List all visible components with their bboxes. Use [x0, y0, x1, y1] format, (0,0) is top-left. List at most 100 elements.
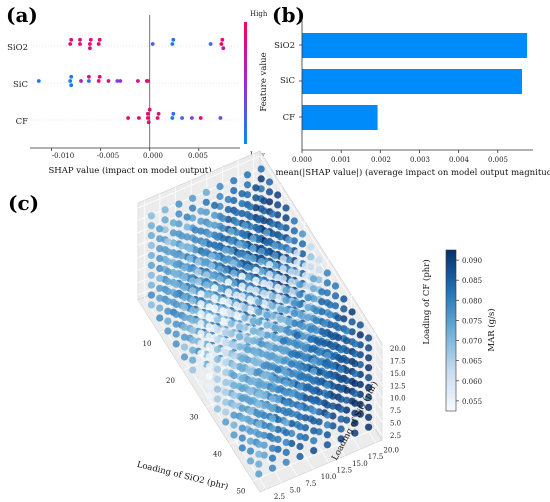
mar-point	[175, 200, 183, 208]
mar-point	[288, 410, 296, 418]
mar-point	[205, 303, 213, 311]
mar-point	[296, 300, 304, 309]
mar-point	[323, 411, 331, 419]
mar-point	[268, 312, 276, 320]
colorbar-title: Feature value	[259, 52, 269, 111]
mar-point	[285, 256, 293, 264]
mar-point	[266, 343, 274, 351]
mar-point	[260, 431, 268, 439]
category-label-cf: CF	[283, 113, 296, 123]
mar-point	[365, 364, 373, 372]
mar-point	[356, 380, 364, 389]
mar-point	[329, 333, 337, 341]
mar-point	[266, 363, 274, 371]
gridline	[143, 297, 267, 490]
mar-point	[222, 256, 230, 264]
mar-point	[285, 246, 293, 254]
mar-point	[323, 391, 331, 399]
mar-point	[274, 191, 282, 199]
mar-point	[288, 420, 296, 428]
colorbar-title: MAR (g/s)	[486, 308, 497, 351]
mar-point	[169, 229, 177, 237]
colorbar-tick-label: 0.090	[462, 257, 482, 265]
mar-point	[197, 339, 205, 347]
mar-point	[238, 394, 246, 402]
mar-point	[288, 429, 296, 438]
mar-point	[224, 215, 232, 223]
mar-point	[147, 291, 155, 299]
shap-point	[88, 37, 93, 42]
mar-point	[230, 177, 238, 185]
mar-point	[288, 439, 296, 448]
mar-point	[310, 357, 318, 365]
mar-point	[246, 305, 254, 313]
mar-point	[180, 343, 189, 351]
mar-point	[282, 409, 290, 417]
mar-point	[200, 239, 208, 247]
mar-point	[238, 292, 246, 300]
mar-point	[296, 413, 304, 421]
shap-point	[171, 37, 176, 42]
mar-point	[274, 445, 282, 453]
panel-label-a: (a)	[6, 3, 38, 27]
mar-point	[238, 282, 246, 290]
mar-point	[194, 278, 202, 286]
mar-point	[315, 398, 323, 406]
mar-point	[279, 255, 287, 263]
mar-point	[307, 335, 315, 343]
mar-point	[246, 368, 255, 376]
mar-point	[323, 401, 331, 409]
mar-point	[194, 258, 202, 266]
y-tick-label: 17.5	[368, 453, 384, 461]
mar-point	[255, 460, 263, 468]
mar-point	[296, 423, 304, 431]
mar-point	[326, 321, 334, 329]
mar-point	[293, 249, 301, 257]
mar-point	[211, 221, 219, 229]
gridline	[229, 391, 352, 445]
shap-point	[198, 116, 203, 120]
mar-point	[296, 363, 304, 371]
shap-point	[170, 42, 175, 46]
mar-point	[310, 417, 318, 425]
mar-point	[263, 311, 271, 319]
x-tick-label: 0.002	[371, 156, 391, 164]
mar-point	[216, 202, 224, 210]
mar-point	[285, 236, 293, 244]
mar-point	[255, 298, 263, 306]
mar-point	[288, 390, 296, 398]
mar-point	[265, 178, 274, 186]
mar-point	[246, 285, 254, 293]
mar-point	[233, 301, 241, 309]
mar-point	[213, 336, 222, 344]
mar-point	[197, 310, 205, 318]
mar-point	[288, 268, 296, 276]
mar-point	[189, 214, 197, 222]
mar-point	[343, 357, 351, 365]
colorbar-tick-label: 0.065	[462, 358, 482, 366]
mar-point	[244, 273, 252, 281]
mar-point	[189, 297, 197, 305]
mar-point	[205, 372, 213, 380]
mar-point	[337, 425, 345, 433]
mar-point	[202, 208, 210, 216]
mar-point	[282, 296, 290, 304]
mar-point	[260, 299, 268, 307]
mar-point	[172, 330, 180, 338]
mar-point	[337, 435, 345, 443]
mar-point	[233, 208, 241, 217]
mar-point	[329, 412, 337, 420]
mar-point	[268, 415, 277, 423]
mar-point	[180, 313, 189, 321]
mar-point	[211, 304, 219, 312]
shap-point	[171, 111, 176, 116]
mar-point	[337, 385, 345, 393]
colorbar-ticks: 0.090 0.085 0.080 0.075 0.070 0.065 0.060 0.055	[456, 257, 482, 406]
mar-point	[334, 324, 342, 332]
mar-point	[329, 362, 337, 370]
mar-point	[243, 171, 252, 179]
mar-point	[290, 237, 298, 245]
mar-point	[164, 297, 172, 305]
mar-point	[329, 392, 337, 400]
gridline	[259, 155, 383, 349]
